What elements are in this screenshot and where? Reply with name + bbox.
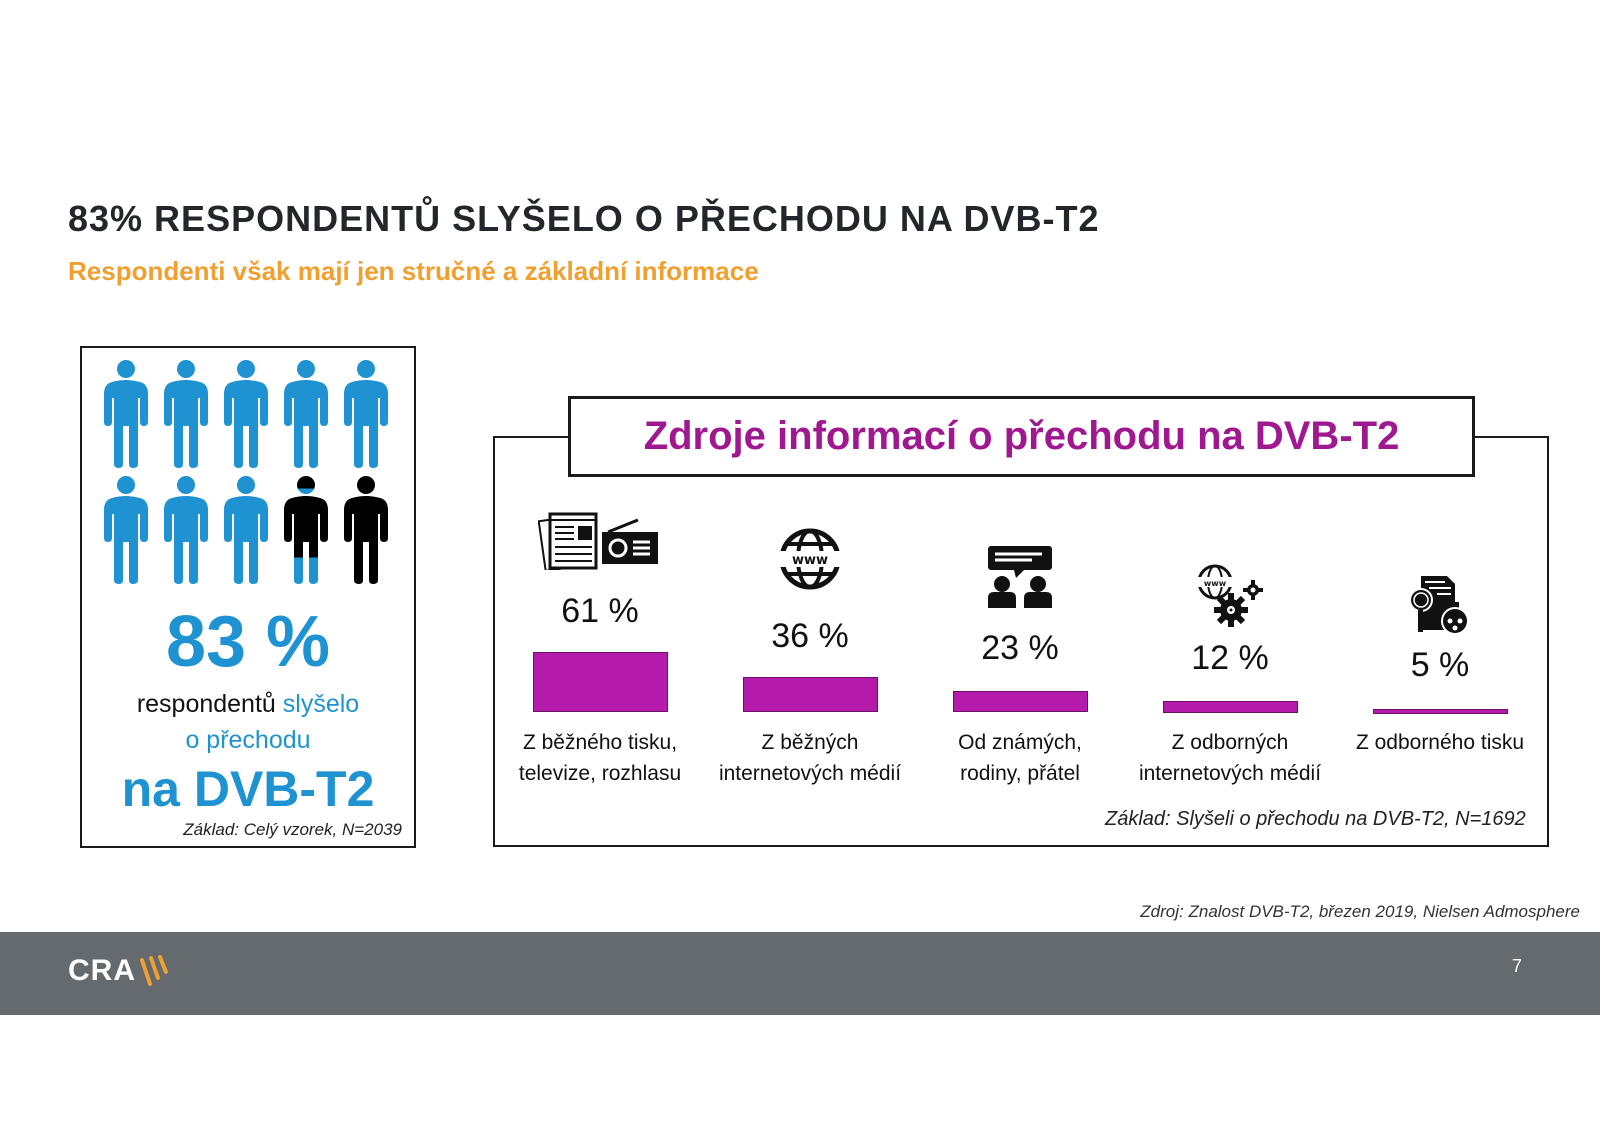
category-label: Od známých, rodiny, přátel [958,731,1082,785]
person-icon [96,360,156,470]
logo-text: CRA [68,954,136,987]
awareness-text-prefix: respondentů [136,690,283,718]
www-gears-icon: www [1195,564,1265,635]
chart-base-note: Základ: Slyšeli o přechodu na DVB-T2, N=… [1105,808,1526,830]
www-globe-icon: www [777,526,843,597]
person-icon [276,476,336,586]
svg-text:www: www [1204,579,1227,588]
person-icon [336,360,396,470]
person-icon [276,360,336,470]
category-label: Z odborného tisku [1355,731,1525,754]
sources-chart-title-box: Zdroje informací o přechodu na DVB-T2 [568,396,1475,477]
value-label: 61 % [561,592,639,630]
people-conversation-icon [986,544,1054,613]
person-icon [96,476,156,586]
person-icon [156,476,216,586]
cra-logo: CRA [68,954,174,988]
category-label: Z běžného tisku, televize, rozhlasu [518,731,682,785]
bar [743,677,878,712]
newspaper-radio-icon [537,512,662,575]
bar [533,652,668,712]
logo-accent-icon [140,955,168,986]
awareness-infographic: 83 % respondentů slyšelo o přechodu na D… [80,346,416,848]
footer-bar: CRA 7 [0,932,1600,1015]
sources-chart-title: Zdroje informací o přechodu na DVB-T2 [643,414,1400,458]
bar [1373,709,1508,714]
category-label: Z běžných internetových médií [718,731,902,785]
person-icon [156,360,216,470]
awareness-text-line1: respondentů slyšelo [82,690,414,719]
slide-subtitle: Respondenti však mají jen stručné a zákl… [68,256,759,286]
awareness-percentage: 83 % [165,602,331,682]
bar [953,691,1088,712]
source-note: Zdroj: Znalost DVB-T2, březen 2019, Niel… [1140,902,1580,921]
page-number: 7 [1512,956,1523,976]
slide-title: 83% RESPONDENTŮ SLYŠELO O PŘECHODU NA DV… [68,198,1100,239]
value-label: 5 % [1410,646,1470,684]
chart-column-2: www 36 % Z běžných internetových médií [705,500,915,800]
svg-text:www: www [792,553,828,568]
value-label: 12 % [1191,639,1269,677]
chart-column-3: 23 % Od známých, rodiny, přátel [915,500,1125,800]
infographic-base-note: Základ: Celý vzorek, N=2039 [183,820,402,839]
value-label: 23 % [981,629,1059,667]
chart-column-4: www 12 % Z odbornýc [1125,500,1335,800]
awareness-text-line3: na DVB-T2 [121,761,375,817]
chart-column-1: 61 % Z běžného tisku, televize, rozhlasu [495,500,705,800]
bar [1163,701,1298,713]
chart-column-5: 5 % Z odborného tisku [1335,500,1545,800]
research-document-icon [1407,574,1473,641]
people-pictogram [96,360,396,586]
awareness-text-line2: o přechodu [185,726,311,754]
value-label: 36 % [771,617,849,655]
person-icon [216,360,276,470]
awareness-text-highlight: slyšelo [282,690,360,718]
person-icon [216,476,276,586]
category-label: Z odborných internetových médií [1138,731,1322,785]
person-icon [336,476,396,586]
